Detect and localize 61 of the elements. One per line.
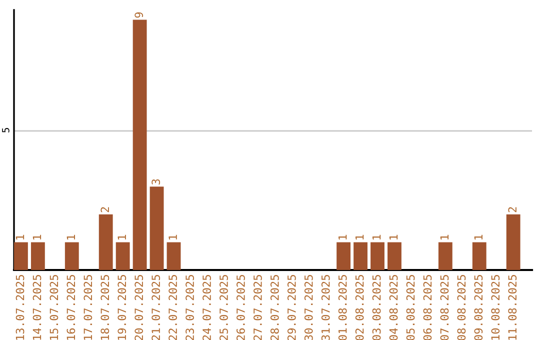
bar: [150, 186, 164, 270]
data-label: 1: [118, 234, 126, 240]
x-tick-label: 28.07.2025: [270, 275, 279, 340]
x-tick-label: 11.08.2025: [508, 275, 517, 340]
data-label: 1: [32, 234, 42, 240]
x-tick-label: 18.07.2025: [100, 275, 110, 340]
x-tick-label: 22.07.2025: [168, 275, 178, 340]
x-tick-label: 17.07.2025: [84, 275, 92, 340]
x-tick-label: 07.08.2025: [440, 275, 449, 340]
bar: [354, 242, 368, 270]
x-tick-label: 09.08.2025: [474, 275, 483, 340]
x-tick-label: 08.08.2025: [457, 275, 466, 340]
bar: [64, 242, 79, 270]
bar: [336, 242, 351, 270]
x-tick-label: 20.07.2025: [134, 275, 144, 340]
x-tick-label: 10.08.2025: [491, 275, 500, 340]
x-tick-label: 23.07.2025: [186, 275, 194, 340]
data-label: 1: [389, 234, 398, 240]
bar: [132, 20, 147, 270]
data-label: 1: [168, 234, 177, 240]
bar: [116, 242, 130, 270]
data-label: 1: [474, 234, 482, 240]
x-tick-label: 06.08.2025: [423, 275, 432, 340]
x-tick-label: 02.08.2025: [355, 275, 364, 340]
data-label: 1: [16, 234, 24, 240]
x-tick-label: 31.07.2025: [321, 275, 330, 340]
x-tick-label: 21.07.2025: [152, 275, 160, 340]
data-label: 1: [440, 234, 449, 240]
data-label: 2: [508, 207, 516, 212]
x-tick-label: 19.07.2025: [118, 275, 126, 340]
data-label: 1: [338, 234, 347, 240]
x-tick-label: 25.07.2025: [220, 275, 228, 340]
bar: [438, 242, 452, 270]
x-tick-label: 24.07.2025: [202, 275, 211, 340]
data-label: 2: [100, 207, 109, 212]
bar: [472, 242, 486, 270]
bar: [388, 242, 402, 270]
bar: [370, 242, 384, 270]
bar: [30, 242, 45, 270]
data-label: 1: [372, 234, 381, 240]
x-tick-label: 01.08.2025: [338, 275, 347, 340]
x-tick-label: 30.07.2025: [304, 275, 313, 340]
x-tick-label: 26.07.2025: [236, 275, 245, 340]
x-tick-label: 16.07.2025: [66, 275, 76, 340]
data-label: 3: [152, 179, 160, 184]
x-tick-label: 05.08.2025: [406, 275, 415, 340]
x-tick-label: 14.07.2025: [32, 275, 42, 340]
x-tick-label: 29.07.2025: [287, 275, 296, 340]
bar: [166, 242, 181, 270]
bar: [506, 214, 520, 270]
data-label: 9: [134, 12, 144, 18]
data-label: 1: [66, 234, 75, 240]
x-tick-label: 03.08.2025: [372, 275, 381, 340]
bar: [14, 242, 28, 270]
data-label: 1: [356, 234, 364, 240]
x-tick-label: 13.07.2025: [16, 275, 24, 340]
x-tick-label: 15.07.2025: [50, 275, 58, 340]
x-tick-label: 04.08.2025: [389, 275, 398, 340]
x-tick-label: 27.07.2025: [254, 275, 262, 340]
y-tick-label: 5: [2, 128, 10, 132]
bar: [98, 214, 113, 270]
